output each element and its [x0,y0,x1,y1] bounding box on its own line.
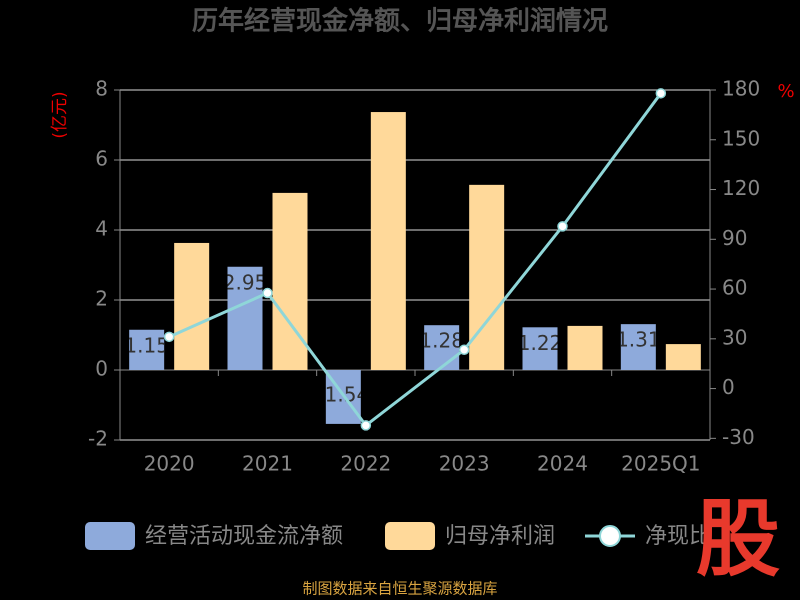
legend-label: 经营活动现金流净额 [145,524,343,549]
bar [665,344,701,370]
y2-tick-label: 60 [722,276,747,300]
y2-tick-label: 30 [722,325,747,349]
legend-swatch [385,522,435,550]
bar [174,242,210,370]
line-point [458,344,470,356]
x-tick-label: 2024 [537,452,588,476]
value-label: 1.15 [124,333,169,357]
y-tick-label: 4 [95,217,108,241]
value-label: 1.22 [518,331,563,355]
y2-tick-label: 120 [722,176,760,200]
y2-tick-label: 0 [722,375,735,399]
y-tick-label: 6 [95,147,108,171]
line-point [360,420,372,431]
x-tick-label: 2025Q1 [621,452,700,476]
y2-axis-label: % [777,81,794,102]
legend-marker [599,525,621,547]
line-point [262,287,273,299]
chart-title: 历年经营现金净额、归母净利润情况 [192,6,608,37]
bar [129,329,165,370]
bar [272,192,308,370]
bar [227,266,263,370]
y2-tick-label: 180 [722,77,760,101]
bar [620,324,656,370]
source-note: 制图数据来自恒生聚源数据库 [302,580,497,598]
bar [370,112,406,371]
x-tick-label: 2021 [242,452,293,476]
x-tick-label: 2022 [340,452,391,476]
bar [469,184,505,370]
x-tick-label: 2023 [439,452,490,476]
line-point [655,88,667,99]
plot-area: -2 0 2 4 6 8 -30 0 30 60 90 120 150 180 2020 2021 2022 20… [88,77,760,476]
legend-label: 归母净利润 [445,524,555,549]
bar [567,325,603,370]
legend: 经营活动现金流净额 归母净利润 净现比 [85,522,711,550]
line-point [557,221,568,232]
y-tick-label: -2 [88,427,108,451]
value-label: 1.28 [419,329,464,353]
legend-label: 净现比 [645,524,711,549]
y2-tick-label: 90 [722,226,747,250]
legend-swatch [85,522,135,550]
value-label: 2.95 [223,270,268,294]
value-label: 1.31 [616,328,661,352]
y-axis-label: (亿元) [50,91,70,138]
bar [424,325,460,370]
line-point [163,331,175,343]
y-tick-label: 0 [95,357,108,381]
x-tick-label: 2020 [144,452,195,476]
bar [522,327,558,370]
y-tick-label: 8 [95,77,108,101]
line [168,92,663,428]
y-tick-label: 2 [95,287,108,311]
y2-tick-label: -30 [722,425,755,449]
y2-tick-label: 150 [722,126,760,150]
logo: 股 [696,490,780,588]
